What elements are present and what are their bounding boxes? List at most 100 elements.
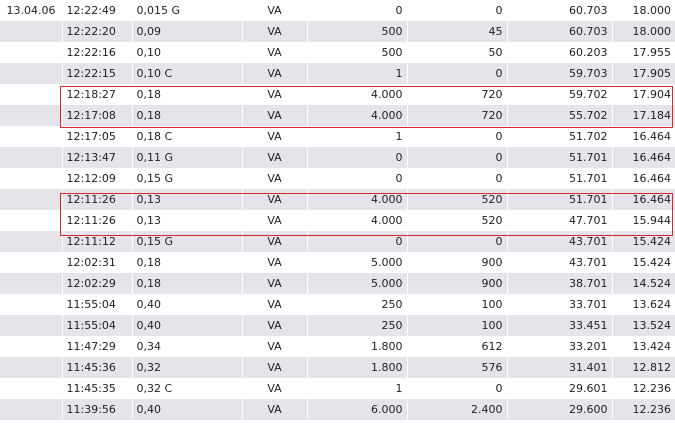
time-cell: 12:17:08 (61, 105, 132, 126)
cumulative-value-cell: 13.524 (611, 315, 675, 336)
value-cell: 0 (406, 147, 507, 168)
cumulative-value-cell: 15.424 (611, 231, 675, 252)
cumulative-value-cell: 15.424 (611, 252, 675, 273)
date-cell (0, 399, 62, 420)
quantity-cell: 4.000 (306, 84, 407, 105)
type-cell: VA (241, 189, 307, 210)
time-cell: 12:11:26 (61, 210, 132, 231)
price-cell: 0,18 C (131, 126, 242, 147)
type-cell: VA (241, 357, 307, 378)
price-cell: 0,18 (131, 252, 242, 273)
price-cell: 0,40 (131, 399, 242, 420)
date-cell (0, 42, 62, 63)
cumulative-value-cell: 12.236 (611, 378, 675, 399)
type-cell: VA (241, 147, 307, 168)
table-row: 12:22:15 0,10 C VA 1 0 59.703 17.905 (0, 63, 675, 84)
price-cell: 0,13 (131, 210, 242, 231)
table-row: 12:12:09 0,15 G VA 0 0 51.701 16.464 (0, 168, 675, 189)
date-cell (0, 231, 62, 252)
table-row: 13.04.06 12:22:49 0,015 G VA 0 0 60.703 18.000 (0, 0, 675, 21)
quantity-cell: 4.000 (306, 189, 407, 210)
cumulative-quantity-cell: 29.600 (506, 399, 612, 420)
price-cell: 0,18 (131, 84, 242, 105)
table-row: 12:13:47 0,11 G VA 0 0 51.701 16.464 (0, 147, 675, 168)
type-cell: VA (241, 315, 307, 336)
cumulative-quantity-cell: 33.701 (506, 294, 612, 315)
time-cell: 12:22:20 (61, 21, 132, 42)
date-cell (0, 189, 62, 210)
cumulative-quantity-cell: 43.701 (506, 231, 612, 252)
cumulative-quantity-cell: 60.703 (506, 0, 612, 21)
value-cell: 576 (406, 357, 507, 378)
value-cell: 0 (406, 231, 507, 252)
cumulative-quantity-cell: 47.701 (506, 210, 612, 231)
cumulative-quantity-cell: 29.601 (506, 378, 612, 399)
type-cell: VA (241, 0, 307, 21)
price-cell: 0,32 C (131, 378, 242, 399)
cumulative-value-cell: 18.000 (611, 21, 675, 42)
cumulative-quantity-cell: 51.702 (506, 126, 612, 147)
type-cell: VA (241, 84, 307, 105)
table-row: 12:17:05 0,18 C VA 1 0 51.702 16.464 (0, 126, 675, 147)
price-cell: 0,18 (131, 273, 242, 294)
value-cell: 0 (406, 378, 507, 399)
date-cell (0, 315, 62, 336)
quantity-cell: 5.000 (306, 252, 407, 273)
table-row: 11:47:29 0,34 VA 1.800 612 33.201 13.424 (0, 336, 675, 357)
value-cell: 520 (406, 210, 507, 231)
cumulative-value-cell: 12.812 (611, 357, 675, 378)
cumulative-value-cell: 16.464 (611, 168, 675, 189)
cumulative-value-cell: 13.424 (611, 336, 675, 357)
value-cell: 612 (406, 336, 507, 357)
cumulative-value-cell: 14.524 (611, 273, 675, 294)
price-cell: 0,10 C (131, 63, 242, 84)
price-cell: 0,015 G (131, 0, 242, 21)
cumulative-quantity-cell: 55.702 (506, 105, 612, 126)
quantity-cell: 0 (306, 0, 407, 21)
table-row: 12:02:31 0,18 VA 5.000 900 43.701 15.424 (0, 252, 675, 273)
cumulative-value-cell: 17.905 (611, 63, 675, 84)
table-row: 12:02:29 0,18 VA 5.000 900 38.701 14.524 (0, 273, 675, 294)
cumulative-quantity-cell: 33.451 (506, 315, 612, 336)
price-cell: 0,40 (131, 294, 242, 315)
quantity-cell: 6.000 (306, 399, 407, 420)
time-cell: 11:45:35 (61, 378, 132, 399)
cumulative-value-cell: 18.000 (611, 0, 675, 21)
table-row: 11:45:36 0,32 VA 1.800 576 31.401 12.812 (0, 357, 675, 378)
price-cell: 0,32 (131, 357, 242, 378)
date-cell (0, 126, 62, 147)
price-cell: 0,13 (131, 189, 242, 210)
value-cell: 2.400 (406, 399, 507, 420)
cumulative-quantity-cell: 51.701 (506, 189, 612, 210)
quantity-cell: 0 (306, 168, 407, 189)
quantity-cell: 0 (306, 231, 407, 252)
cumulative-quantity-cell: 33.201 (506, 336, 612, 357)
type-cell: VA (241, 42, 307, 63)
type-cell: VA (241, 252, 307, 273)
date-cell (0, 273, 62, 294)
quantity-cell: 1 (306, 126, 407, 147)
cumulative-quantity-cell: 60.203 (506, 42, 612, 63)
cumulative-quantity-cell: 51.701 (506, 147, 612, 168)
type-cell: VA (241, 168, 307, 189)
value-cell: 100 (406, 294, 507, 315)
date-cell (0, 294, 62, 315)
type-cell: VA (241, 126, 307, 147)
value-cell: 720 (406, 105, 507, 126)
type-cell: VA (241, 210, 307, 231)
table-row: 12:17:08 0,18 VA 4.000 720 55.702 17.184 (0, 105, 675, 126)
date-cell (0, 357, 62, 378)
time-cell: 12:11:26 (61, 189, 132, 210)
cumulative-value-cell: 17.904 (611, 84, 675, 105)
value-cell: 0 (406, 63, 507, 84)
quantity-cell: 4.000 (306, 105, 407, 126)
date-cell (0, 147, 62, 168)
time-cell: 12:02:29 (61, 273, 132, 294)
table-row: 12:11:12 0,15 G VA 0 0 43.701 15.424 (0, 231, 675, 252)
date-cell (0, 21, 62, 42)
cumulative-quantity-cell: 59.702 (506, 84, 612, 105)
date-cell (0, 105, 62, 126)
quantity-cell: 1 (306, 378, 407, 399)
